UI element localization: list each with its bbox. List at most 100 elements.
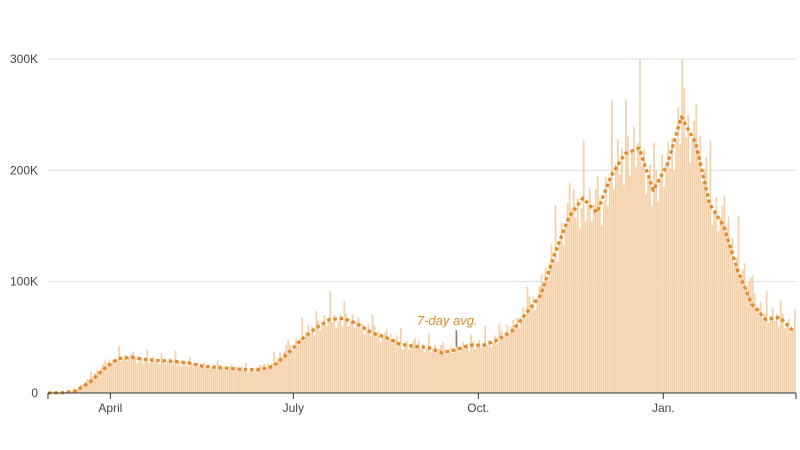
- daily-bar: [546, 281, 549, 393]
- daily-bar: [293, 344, 296, 393]
- daily-bar: [506, 324, 509, 393]
- daily-bar: [765, 291, 768, 393]
- daily-bar: [228, 366, 231, 393]
- daily-bar: [315, 311, 318, 393]
- daily-bar: [476, 344, 478, 393]
- daily-bar: [635, 167, 637, 393]
- daily-bar: [333, 315, 336, 393]
- daily-bar: [735, 257, 738, 393]
- daily-bar: [536, 298, 539, 393]
- daily-bar: [673, 171, 676, 393]
- x-tick-label: Oct.: [467, 401, 489, 415]
- daily-bar: [715, 196, 718, 393]
- daily-bar: [633, 127, 635, 394]
- daily-bar: [136, 363, 139, 393]
- daily-bar: [214, 369, 217, 393]
- daily-bar: [98, 372, 100, 393]
- daily-bar: [771, 308, 774, 393]
- daily-bar: [84, 381, 86, 393]
- daily-bar: [389, 333, 392, 393]
- daily-bar: [397, 344, 400, 393]
- daily-bar: [317, 320, 320, 393]
- daily-bar: [655, 169, 657, 393]
- daily-bar: [705, 156, 708, 393]
- daily-bar: [711, 225, 714, 393]
- daily-bar: [128, 357, 131, 393]
- daily-bar: [444, 348, 446, 393]
- daily-bar: [393, 339, 396, 393]
- daily-bar: [391, 343, 394, 393]
- daily-bar: [490, 347, 493, 393]
- daily-bar: [303, 339, 306, 393]
- daily-bar: [637, 143, 639, 393]
- daily-bar: [283, 351, 285, 393]
- daily-bar: [259, 364, 261, 393]
- daily-bar: [70, 391, 72, 393]
- daily-bar: [426, 348, 428, 393]
- daily-bar: [220, 368, 223, 393]
- daily-bar: [186, 366, 189, 393]
- daily-bar: [482, 343, 485, 393]
- daily-bar: [180, 366, 183, 393]
- daily-bar: [617, 139, 619, 393]
- daily-bar: [210, 366, 213, 393]
- daily-bar: [659, 178, 661, 393]
- daily-bar: [639, 59, 641, 393]
- daily-bar: [470, 334, 472, 393]
- daily-bar: [343, 301, 346, 393]
- daily-bar: [226, 368, 229, 393]
- daily-bar: [415, 345, 418, 393]
- daily-bar: [602, 201, 605, 393]
- daily-bar: [192, 366, 195, 393]
- daily-bar: [751, 275, 754, 393]
- daily-bar: [566, 203, 569, 393]
- daily-bar: [112, 359, 115, 393]
- daily-bar: [560, 222, 563, 393]
- daily-bar: [357, 317, 360, 393]
- daily-bar: [291, 351, 294, 393]
- daily-bar: [150, 359, 153, 393]
- daily-bar: [629, 175, 631, 393]
- daily-bar: [178, 361, 181, 393]
- y-tick-label: 100K: [10, 275, 38, 289]
- daily-bar: [775, 313, 778, 393]
- daily-bar: [606, 206, 609, 393]
- daily-bar: [289, 344, 291, 393]
- y-tick-label: 200K: [10, 163, 38, 177]
- daily-bar: [323, 314, 326, 393]
- daily-bar: [576, 198, 579, 393]
- daily-bar: [609, 181, 611, 393]
- daily-bar: [739, 276, 742, 393]
- daily-bar: [558, 242, 561, 393]
- daily-bar: [671, 137, 674, 393]
- daily-bar: [767, 322, 770, 393]
- daily-bar: [554, 205, 557, 393]
- daily-bar: [251, 367, 253, 393]
- daily-bar: [582, 139, 585, 393]
- daily-bar: [411, 341, 414, 393]
- daily-bar: [484, 325, 487, 393]
- daily-bar: [253, 371, 255, 393]
- daily-bar: [458, 351, 460, 393]
- daily-bar: [339, 313, 342, 393]
- daily-bar: [132, 351, 135, 393]
- daily-bar: [407, 349, 410, 393]
- daily-bar: [114, 363, 117, 393]
- daily-bar: [76, 389, 78, 393]
- daily-bar: [144, 360, 147, 393]
- daily-bar: [237, 370, 239, 393]
- daily-bar: [737, 216, 740, 393]
- daily-bar: [584, 221, 587, 393]
- daily-bar: [492, 341, 495, 393]
- daily-bar: [349, 320, 352, 393]
- daily-bar: [450, 346, 452, 393]
- daily-bar: [367, 324, 370, 393]
- daily-bar: [627, 135, 629, 394]
- daily-bar: [72, 390, 74, 393]
- daily-bar: [92, 376, 94, 393]
- daily-bar: [417, 340, 420, 393]
- daily-bar: [496, 343, 499, 393]
- daily-bar: [134, 357, 137, 393]
- daily-bar: [781, 314, 784, 393]
- daily-bar: [685, 137, 688, 393]
